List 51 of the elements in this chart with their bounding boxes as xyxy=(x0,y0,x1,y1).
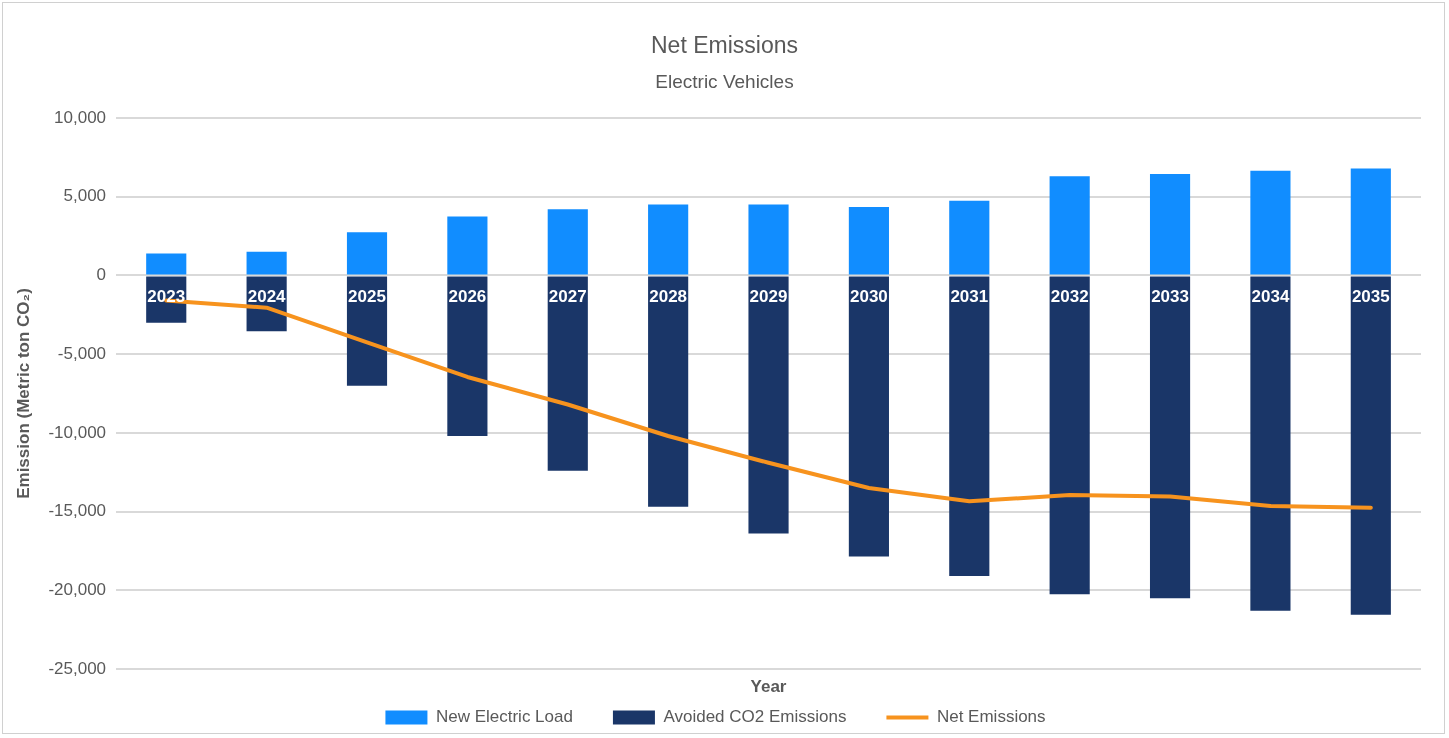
bar xyxy=(1149,173,1191,275)
bar xyxy=(246,251,287,275)
bar xyxy=(1049,176,1090,275)
bar xyxy=(748,276,789,534)
bar xyxy=(949,276,990,577)
y-tick-label: 0 xyxy=(96,265,107,285)
x-tick-label: 2024 xyxy=(247,287,287,307)
x-tick-label: 2035 xyxy=(1351,287,1390,307)
bar xyxy=(547,209,588,275)
bar xyxy=(1350,276,1391,615)
bar xyxy=(1250,170,1291,275)
x-tick-label: 2032 xyxy=(1050,287,1089,307)
bar xyxy=(447,276,488,437)
y-tick-label: 5,000 xyxy=(63,186,107,206)
bar xyxy=(447,216,488,275)
y-tick-label: -15,000 xyxy=(48,501,107,521)
bar xyxy=(648,204,689,275)
bar xyxy=(949,200,990,275)
bar xyxy=(648,276,689,507)
chart-subtitle: Electric Vehicles xyxy=(654,71,795,93)
bar xyxy=(1250,276,1291,611)
bar xyxy=(547,276,588,471)
x-tick-label: 2026 xyxy=(448,287,487,307)
y-axis-title: Emission (Metric ton CO₂) xyxy=(13,288,33,499)
x-tick-label: 2023 xyxy=(147,287,186,307)
bar xyxy=(1149,276,1191,599)
bar xyxy=(1049,276,1090,595)
bar xyxy=(748,204,789,275)
legend-label: Net Emissions xyxy=(936,707,1046,727)
x-tick-label: 2027 xyxy=(548,287,587,307)
x-tick-label: 2034 xyxy=(1251,287,1290,307)
y-tick-label: -20,000 xyxy=(48,579,107,599)
bar xyxy=(848,276,889,557)
y-tick-label: -25,000 xyxy=(48,658,107,678)
chart-title: Net Emissions xyxy=(650,32,799,59)
x-axis-title: Year xyxy=(750,676,787,696)
bar xyxy=(1350,168,1391,275)
x-tick-label: 2033 xyxy=(1151,287,1189,307)
bar xyxy=(146,253,187,275)
bar xyxy=(346,232,388,275)
y-tick-label: 10,000 xyxy=(54,107,107,127)
x-tick-label: 2028 xyxy=(649,287,688,307)
bar xyxy=(848,206,889,275)
y-tick-label: -10,000 xyxy=(48,422,107,442)
x-tick-label: 2029 xyxy=(749,287,788,307)
x-tick-label: 2031 xyxy=(950,287,989,307)
legend-label: New Electric Load xyxy=(435,707,573,727)
x-tick-label: 2025 xyxy=(348,287,386,307)
legend-label: Avoided CO2 Emissions xyxy=(663,707,847,727)
y-tick-label: -5,000 xyxy=(57,343,107,363)
x-tick-label: 2030 xyxy=(849,287,888,307)
